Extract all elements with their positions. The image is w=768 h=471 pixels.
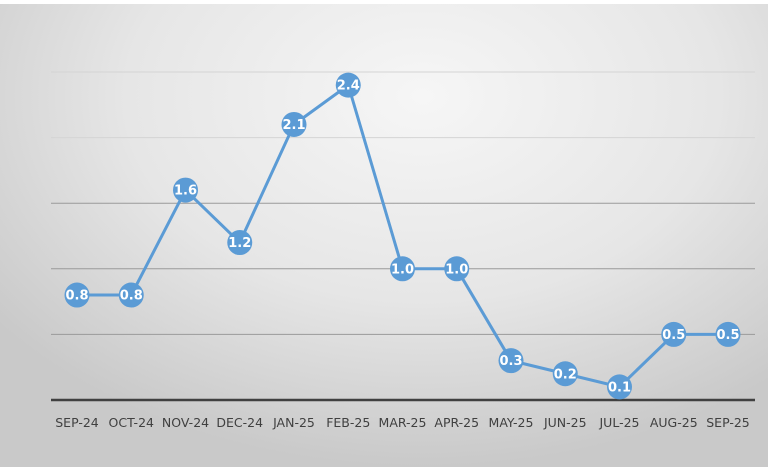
data-point xyxy=(281,111,307,137)
data-label: 0.1 xyxy=(608,380,631,395)
data-point xyxy=(173,177,198,203)
x-tick-label: SEP-25 xyxy=(706,415,750,430)
data-point xyxy=(444,256,470,282)
data-label: 0.8 xyxy=(65,289,88,304)
data-point xyxy=(64,282,90,308)
data-label: 2.1 xyxy=(282,118,305,133)
series-line xyxy=(77,83,728,389)
x-tick-label: JUN-25 xyxy=(543,415,587,430)
data-label: 0.8 xyxy=(120,289,143,304)
data-point xyxy=(607,374,632,400)
x-tick-label: MAR-25 xyxy=(379,415,427,430)
data-point xyxy=(552,361,578,387)
data-point xyxy=(661,321,687,347)
x-tick-label: JUL-25 xyxy=(599,415,640,430)
data-label: 1.0 xyxy=(391,262,414,277)
x-tick-label: AUG-25 xyxy=(650,415,698,430)
data-label: 0.3 xyxy=(499,354,522,369)
chart-background xyxy=(0,4,768,467)
data-point xyxy=(227,230,253,256)
data-label: 0.5 xyxy=(662,328,685,343)
x-tick-label: APR-25 xyxy=(434,415,479,430)
data-label: 1.6 xyxy=(174,184,197,199)
x-tick-label: NOV-24 xyxy=(162,415,209,430)
x-tick-label: DEC-24 xyxy=(216,415,263,430)
x-tick-label: FEB-25 xyxy=(326,415,370,430)
data-label: 0.5 xyxy=(716,328,739,343)
data-label: 1.0 xyxy=(445,262,468,277)
data-point xyxy=(498,348,524,374)
x-tick-label: OCT-24 xyxy=(109,415,155,430)
data-point xyxy=(118,282,144,308)
x-tick-label: SEP-24 xyxy=(55,415,99,430)
data-point xyxy=(390,256,415,282)
data-label: 0.2 xyxy=(554,367,577,382)
x-tick-label: JAN-25 xyxy=(272,415,315,430)
data-point xyxy=(335,72,361,98)
data-label: 2.4 xyxy=(337,79,360,94)
x-tick-label: MAY-25 xyxy=(489,415,534,430)
data-point xyxy=(715,321,741,347)
data-label: 1.2 xyxy=(228,236,251,251)
